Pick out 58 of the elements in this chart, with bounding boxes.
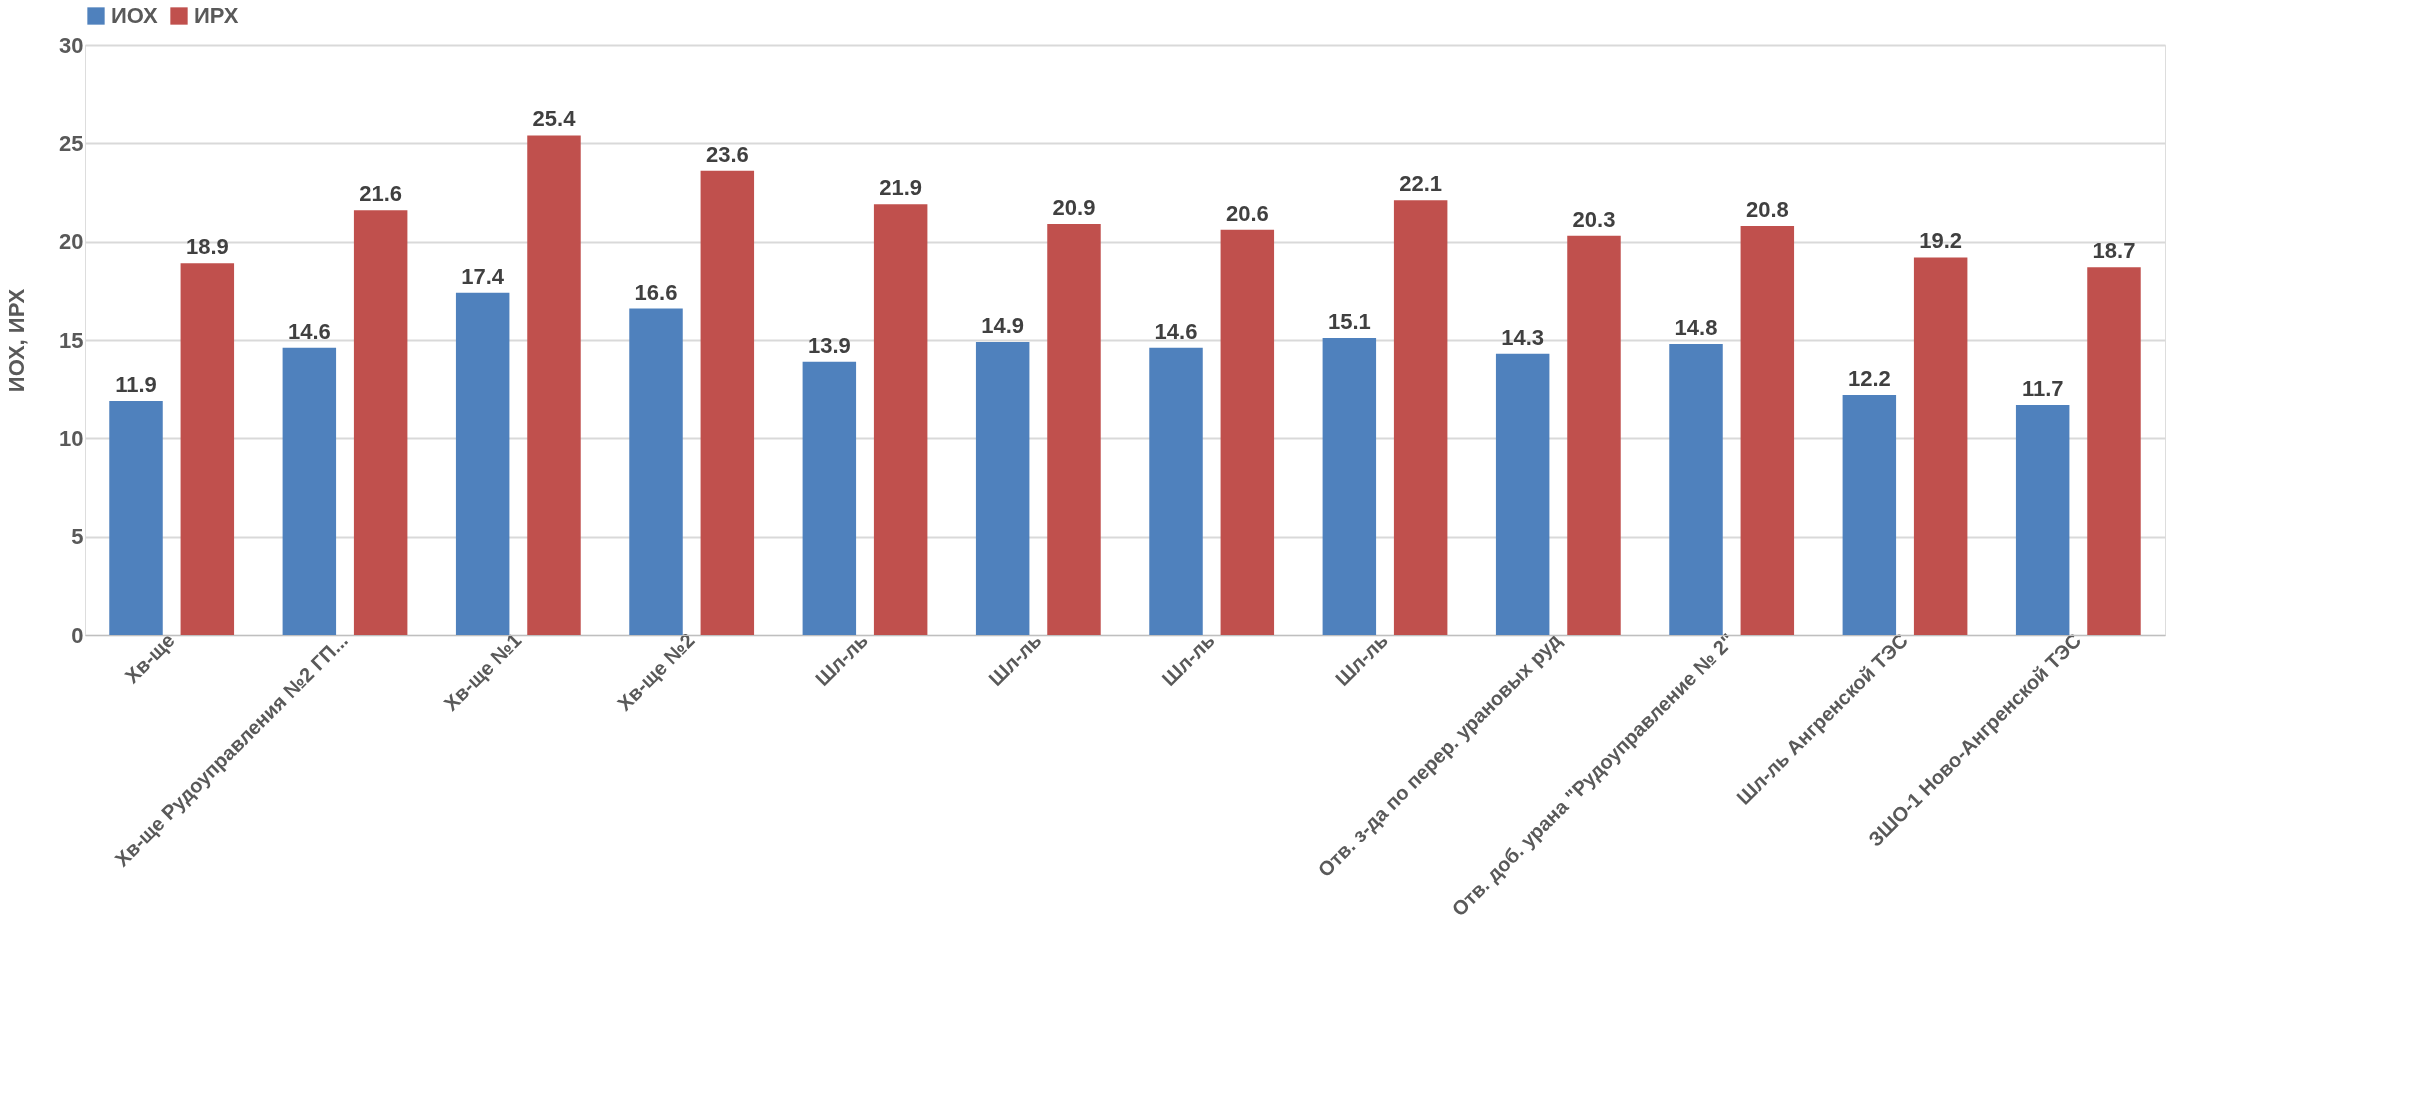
bar xyxy=(873,204,928,635)
bar xyxy=(527,135,581,635)
data-label: 18.9 xyxy=(185,234,229,260)
bar xyxy=(1220,229,1275,635)
data-label: 20.9 xyxy=(1052,194,1096,220)
bar xyxy=(700,170,755,635)
data-label: 18.7 xyxy=(2092,238,2136,264)
data-label: 13.9 xyxy=(807,332,851,358)
data-label: 14.8 xyxy=(1674,314,1718,340)
y-tick-label: 25 xyxy=(59,130,84,156)
data-label: 20.3 xyxy=(1572,206,1616,232)
data-label: 15.1 xyxy=(1327,309,1371,335)
data-label: 19.2 xyxy=(1919,228,1963,254)
y-axis-title: ИОХ, ИРХ xyxy=(4,288,30,393)
data-label: 25.4 xyxy=(532,106,577,132)
data-label: 11.9 xyxy=(115,371,157,397)
data-label: 21.9 xyxy=(879,175,923,201)
bar xyxy=(629,308,683,635)
data-label: 14.6 xyxy=(287,318,331,344)
bar xyxy=(1669,343,1723,635)
bar xyxy=(1149,347,1203,635)
bar xyxy=(282,347,337,635)
bar xyxy=(353,210,408,635)
bar xyxy=(975,341,1030,635)
bar xyxy=(1393,200,1448,635)
y-tick-label: 15 xyxy=(59,327,84,353)
bar xyxy=(1322,338,1377,635)
data-label: 22.1 xyxy=(1399,171,1443,197)
data-label: 17.4 xyxy=(461,263,505,289)
bar xyxy=(2015,404,2070,635)
legend-label: ИРХ xyxy=(194,3,239,28)
data-label: 23.6 xyxy=(705,141,749,167)
y-tick-label: 30 xyxy=(59,32,84,58)
data-label: 16.6 xyxy=(634,279,678,305)
bar xyxy=(455,292,510,635)
bar xyxy=(1913,257,1968,635)
data-label: 12.2 xyxy=(1847,366,1891,392)
data-label: 11.7 xyxy=(2021,375,2064,401)
bar xyxy=(1740,225,1795,635)
data-label: 14.9 xyxy=(981,312,1025,338)
bar xyxy=(109,400,163,635)
data-label: 20.8 xyxy=(1745,196,1789,222)
data-label: 21.6 xyxy=(359,181,403,207)
y-tick-label: 0 xyxy=(71,622,84,648)
y-tick-label: 10 xyxy=(59,425,84,451)
bar xyxy=(180,263,235,635)
bar xyxy=(1842,395,1897,635)
bar xyxy=(1567,235,1621,635)
bar xyxy=(802,361,857,635)
data-label: 20.6 xyxy=(1225,200,1269,226)
data-label: 14.3 xyxy=(1501,324,1545,350)
data-label: 14.6 xyxy=(1154,318,1198,344)
bar xyxy=(2087,267,2141,635)
bar xyxy=(1495,353,1550,635)
y-tick-label: 20 xyxy=(59,229,84,255)
bar xyxy=(1047,223,1101,635)
legend-label: ИОХ xyxy=(111,3,159,28)
y-tick-label: 5 xyxy=(71,524,84,550)
